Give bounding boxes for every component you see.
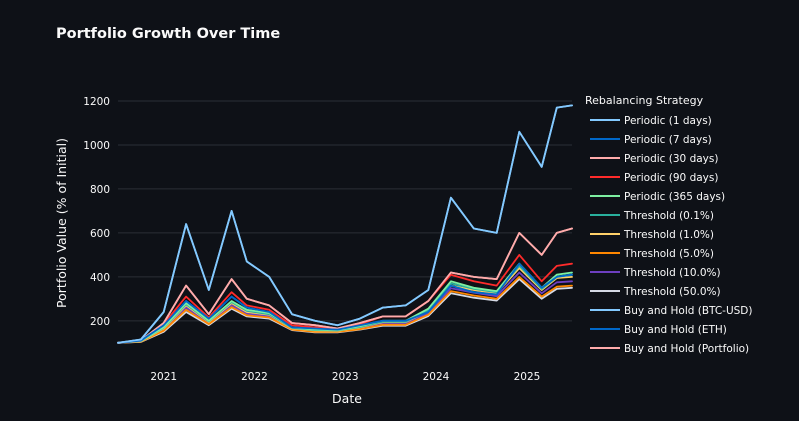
y-axis: 200 400 600 800 1000 1200 xyxy=(83,96,110,328)
legend-item-label: Periodic (7 days) xyxy=(624,134,712,146)
series-line-8 xyxy=(117,275,573,344)
x-tick-label: 2024 xyxy=(423,371,450,383)
legend-title: Rebalancing Strategy xyxy=(585,94,704,107)
series-line-3 xyxy=(117,227,573,344)
series-line-1 xyxy=(117,104,573,344)
legend-item-label: Buy and Hold (Portfolio) xyxy=(624,343,749,355)
x-tick-label: 2021 xyxy=(150,371,177,383)
y-tick-label: 600 xyxy=(90,228,110,240)
legend-item-label: Buy and Hold (ETH) xyxy=(624,324,727,336)
y-axis-title: Portfolio Value (% of Initial) xyxy=(54,138,69,308)
chart-title: Portfolio Growth Over Time xyxy=(56,26,280,42)
x-axis-title: Date xyxy=(332,391,362,406)
legend-item-label: Buy and Hold (BTC-USD) xyxy=(624,305,753,317)
series-line-2 xyxy=(117,262,573,344)
x-axis: 2021 2022 2023 2024 2025 xyxy=(150,371,540,383)
legend-item-label: Threshold (1.0%) xyxy=(623,229,714,241)
x-tick-label: 2023 xyxy=(332,371,359,383)
legend-item-label: Periodic (90 days) xyxy=(624,172,718,184)
x-tick-label: 2022 xyxy=(241,371,268,383)
legend-item-label: Periodic (30 days) xyxy=(624,153,718,165)
y-tick-label: 1200 xyxy=(83,96,110,108)
y-tick-label: 200 xyxy=(90,316,110,328)
series-layer xyxy=(117,104,573,344)
grid-layer xyxy=(118,100,572,322)
y-tick-label: 800 xyxy=(90,184,110,196)
legend-item-label: Threshold (5.0%) xyxy=(623,248,714,260)
legend-item-label: Periodic (365 days) xyxy=(624,191,725,203)
legend-item-label: Threshold (0.1%) xyxy=(623,210,714,222)
legend-item-label: Periodic (1 days) xyxy=(624,115,712,127)
legend-item-label: Threshold (50.0%) xyxy=(623,286,721,298)
y-tick-label: 400 xyxy=(90,272,110,284)
legend-item-label: Threshold (10.0%) xyxy=(623,267,721,279)
y-tick-label: 1000 xyxy=(83,140,110,152)
x-tick-label: 2025 xyxy=(514,371,541,383)
legend: Rebalancing Strategy Periodic (1 days) Pe… xyxy=(585,94,753,355)
